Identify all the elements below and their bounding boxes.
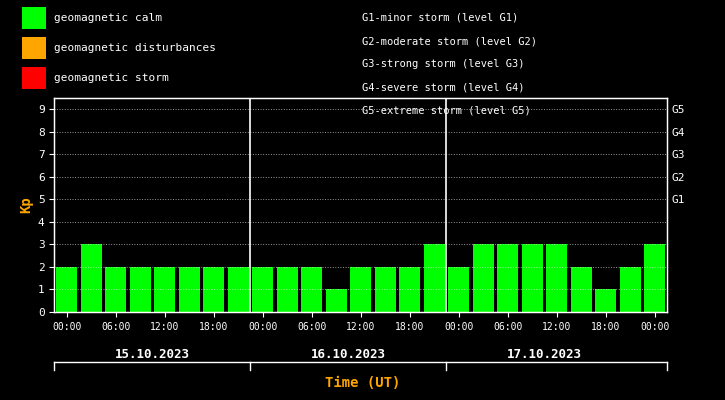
Bar: [57, 267, 77, 312]
Bar: [179, 267, 199, 312]
Text: G1-minor storm (level G1): G1-minor storm (level G1): [362, 13, 519, 23]
Bar: [252, 267, 273, 312]
Bar: [277, 267, 297, 312]
Bar: [645, 244, 665, 312]
Bar: [547, 244, 567, 312]
Bar: [105, 267, 126, 312]
Bar: [571, 267, 592, 312]
Bar: [326, 290, 347, 312]
Text: G3-strong storm (level G3): G3-strong storm (level G3): [362, 60, 525, 70]
Text: 15.10.2023: 15.10.2023: [115, 348, 190, 360]
Bar: [350, 267, 371, 312]
Bar: [595, 290, 616, 312]
Bar: [399, 267, 420, 312]
Text: 16.10.2023: 16.10.2023: [311, 348, 386, 360]
Text: geomagnetic storm: geomagnetic storm: [54, 73, 169, 83]
Bar: [424, 244, 444, 312]
Text: G5-extreme storm (level G5): G5-extreme storm (level G5): [362, 106, 531, 116]
Bar: [228, 267, 249, 312]
Bar: [203, 267, 224, 312]
Bar: [154, 267, 175, 312]
Text: geomagnetic disturbances: geomagnetic disturbances: [54, 43, 216, 53]
Bar: [497, 244, 518, 312]
Text: G2-moderate storm (level G2): G2-moderate storm (level G2): [362, 36, 537, 46]
Bar: [130, 267, 151, 312]
Bar: [448, 267, 469, 312]
Bar: [80, 244, 102, 312]
Text: G4-severe storm (level G4): G4-severe storm (level G4): [362, 83, 525, 93]
Bar: [375, 267, 396, 312]
Bar: [620, 267, 641, 312]
Bar: [473, 244, 494, 312]
Bar: [302, 267, 322, 312]
Text: Time (UT): Time (UT): [325, 376, 400, 390]
Bar: [522, 244, 542, 312]
Y-axis label: Kp: Kp: [20, 197, 34, 213]
Text: 17.10.2023: 17.10.2023: [507, 348, 582, 360]
Text: geomagnetic calm: geomagnetic calm: [54, 13, 162, 23]
